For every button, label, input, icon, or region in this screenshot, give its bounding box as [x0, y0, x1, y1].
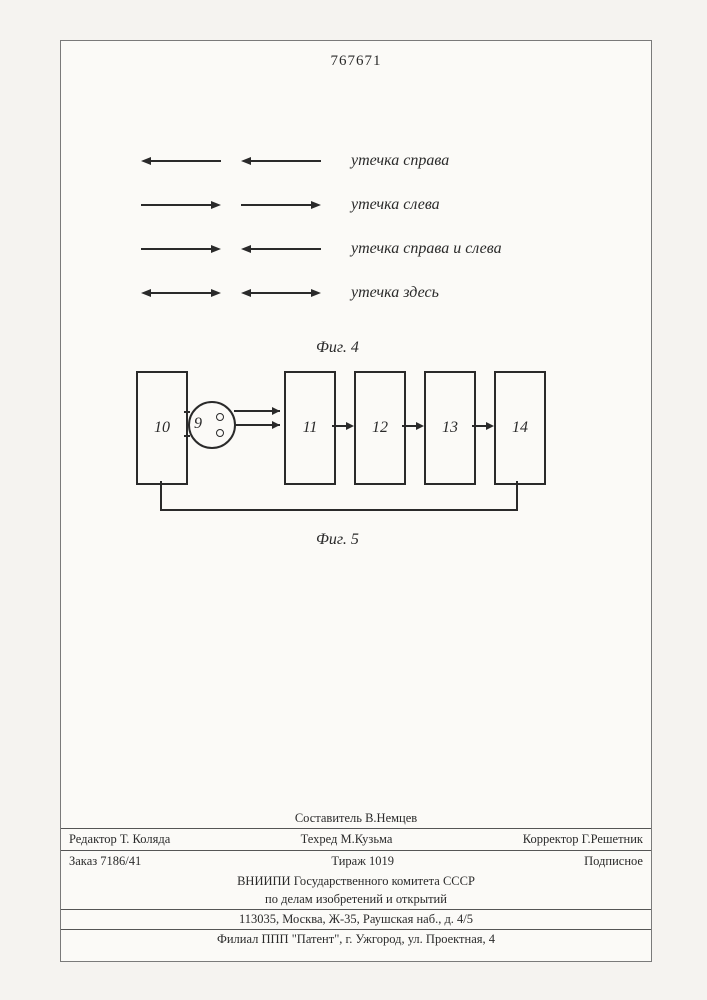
page-frame: 767671 утечка справа утечка слева: [60, 40, 652, 962]
arrow-legend-label: утечка справа и слева: [351, 240, 502, 258]
connector-arrow: [402, 419, 432, 433]
block-label: 11: [303, 419, 318, 437]
arrow-icon: [141, 197, 221, 213]
sensor-dot-icon: [216, 429, 224, 437]
arrow-legend-label: утечка справа: [351, 152, 449, 170]
footer-org1: ВНИИПИ Государственного комитета СССР: [61, 872, 651, 891]
block-label: 12: [372, 419, 388, 437]
footer-zakaz: Заказ 7186/41: [69, 853, 141, 870]
connector-arrow: [472, 419, 502, 433]
footer-tehred: Техред М.Кузьма: [301, 831, 393, 848]
arrow-legend-row: утечка здесь: [141, 283, 581, 303]
imprint-footer: Составитель В.Немцев Редактор Т. Коляда …: [61, 809, 651, 949]
arrow-icon: [141, 285, 221, 301]
arrow-legend-label: утечка здесь: [351, 284, 439, 302]
connector-arrow: [332, 419, 362, 433]
fig5-caption: Фиг. 5: [316, 531, 359, 549]
fig4-arrow-legend: утечка справа утечка слева утечка справа…: [141, 151, 581, 327]
footer-sostavitel: Составитель В.Немцев: [61, 809, 651, 828]
arrow-icon: [241, 285, 321, 301]
connector: [516, 481, 518, 511]
arrow-legend-row: утечка справа: [141, 151, 581, 171]
fig4-caption: Фиг. 4: [316, 339, 359, 357]
block-9-circle: 9: [188, 401, 236, 449]
arrow-icon: [241, 241, 321, 257]
arrow-pair: [141, 153, 351, 169]
footer-podpisnoe: Подписное: [584, 853, 643, 870]
sensor-dot-icon: [216, 413, 224, 421]
footer-tirazh: Тираж 1019: [331, 853, 394, 870]
arrow-pair: [141, 285, 351, 301]
arrow-pair: [141, 241, 351, 257]
footer-address: 113035, Москва, Ж-35, Раушская наб., д. …: [61, 909, 651, 929]
arrow-icon: [141, 153, 221, 169]
arrow-icon: [241, 197, 321, 213]
arrow-legend-row: утечка слева: [141, 195, 581, 215]
document-number: 767671: [331, 53, 382, 70]
block-10: 10: [136, 371, 188, 485]
connector: [184, 435, 190, 437]
footer-org2: по делам изобретений и открытий: [61, 890, 651, 909]
block-label: 14: [512, 419, 528, 437]
connector: [160, 481, 162, 511]
footer-redaktor: Редактор Т. Коляда: [69, 831, 170, 848]
footer-filial: Филиал ППП "Патент", г. Ужгород, ул. Про…: [61, 929, 651, 949]
block-label: 10: [154, 419, 170, 437]
block-label: 13: [442, 419, 458, 437]
arrow-icon: [241, 153, 321, 169]
arrow-legend-label: утечка слева: [351, 196, 440, 214]
arrow-legend-row: утечка справа и слева: [141, 239, 581, 259]
connector-arrow: [230, 401, 290, 431]
arrow-icon: [141, 241, 221, 257]
arrow-pair: [141, 197, 351, 213]
connector: [184, 411, 190, 413]
block-11: 11: [284, 371, 336, 485]
footer-korrektor: Корректор Г.Решетник: [523, 831, 643, 848]
block-label: 9: [194, 415, 202, 433]
fig5-block-diagram: 10 11 12 13 14 9: [136, 361, 566, 521]
connector: [160, 509, 518, 511]
